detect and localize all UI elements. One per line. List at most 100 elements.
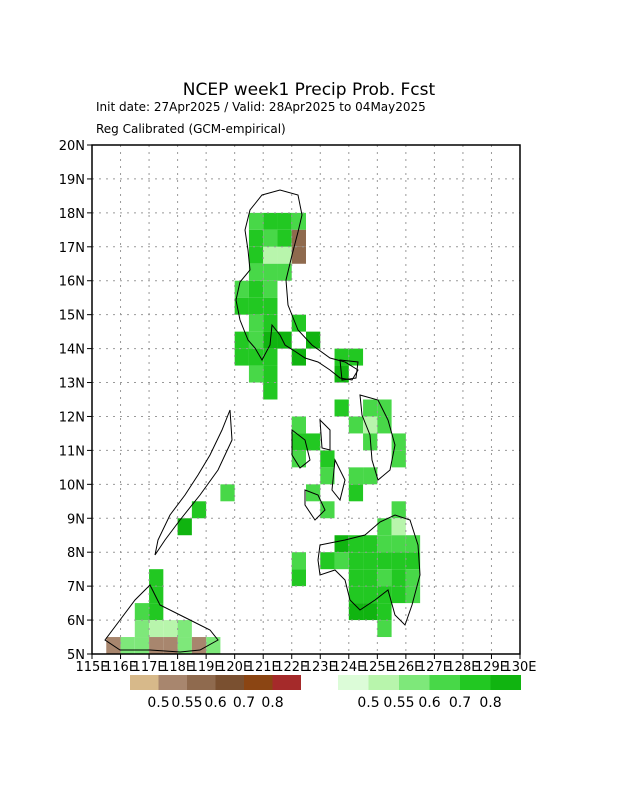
lat-tick-label: 14N	[59, 343, 85, 358]
colorbar-box	[158, 675, 187, 690]
title: NCEP week1 Precip Prob. Fcst	[183, 80, 436, 100]
lat-tick-label: 13N	[59, 377, 85, 392]
lat-tick-label: 6N	[67, 614, 85, 629]
prob-cell	[248, 348, 264, 366]
lon-tick-label: 119E	[190, 660, 223, 675]
prob-cell	[291, 348, 306, 366]
coastline	[104, 189, 421, 653]
lat-tick-label: 10N	[59, 478, 85, 493]
prob-cell	[277, 246, 292, 264]
frame	[91, 144, 521, 655]
prob-cell	[263, 280, 278, 298]
prob-cell	[320, 552, 335, 570]
subtitle: Init date: 27Apr2025 / Valid: 28Apr2025 …	[96, 100, 426, 114]
lon-tick-label: 130E	[503, 660, 536, 675]
prob-cell	[149, 637, 164, 654]
prob-cell	[134, 620, 150, 638]
lat-tick-label: 20N	[59, 139, 85, 154]
lon-tick-label: 120E	[218, 660, 251, 675]
colorbar-label: 0.55	[383, 695, 414, 711]
ticks: 115E116E117E118E119E120E121E122E123E124E…	[59, 139, 537, 675]
colorbar-box	[429, 675, 460, 690]
lat-tick-label: 8N	[67, 546, 85, 561]
prob-cell	[248, 314, 264, 332]
prob-cell	[391, 450, 406, 468]
prob-cell	[263, 297, 278, 315]
prob-cell	[163, 620, 178, 638]
grid	[91, 144, 521, 655]
prob-cell	[120, 637, 135, 654]
prob-cell	[263, 382, 278, 400]
prob-cell	[134, 603, 150, 621]
prob-cell	[206, 637, 221, 654]
prob-cell	[348, 416, 364, 434]
lon-tick-label: 128E	[446, 660, 479, 675]
prob-cell	[134, 637, 150, 654]
lat-tick-label: 17N	[59, 241, 85, 256]
prob-cell	[234, 348, 249, 366]
lat-tick-label: 11N	[59, 444, 85, 459]
prob-cell	[348, 552, 364, 570]
prob-cell	[391, 586, 406, 604]
lon-tick-label: 121E	[247, 660, 280, 675]
prob-cell	[291, 569, 306, 587]
colorbar-box	[130, 675, 159, 690]
prob-cell	[277, 331, 292, 349]
prob-cell	[363, 552, 378, 570]
prob-cell	[277, 212, 292, 230]
lon-tick-label: 117E	[133, 660, 166, 675]
colorbar-label: 0.5	[147, 695, 169, 711]
legend: 0.5 0.55 0.6 0.7 0.8 0.5 0.55 0.6 0.7 0.8	[130, 675, 521, 711]
lon-tick-label: 125E	[361, 660, 394, 675]
prob-cell	[363, 586, 378, 604]
prob-cell	[377, 399, 392, 417]
prob-cell	[277, 263, 292, 281]
lon-tick-label: 116E	[104, 660, 137, 675]
prob-cell	[320, 501, 335, 519]
prob-cell	[348, 569, 364, 587]
prob-cell	[234, 331, 249, 349]
prob-cell	[377, 620, 392, 638]
prob-cell	[291, 246, 306, 264]
prob-cell	[391, 569, 406, 587]
prob-cell	[291, 416, 306, 434]
prob-cell	[291, 450, 306, 468]
prob-cell	[348, 535, 364, 553]
prob-cell	[348, 603, 364, 621]
prob-cell	[149, 569, 164, 587]
prob-cell	[177, 620, 192, 638]
prob-cell	[377, 535, 392, 553]
prob-cell	[363, 535, 378, 553]
prob-cell	[306, 433, 321, 451]
lat-tick-label: 9N	[67, 512, 85, 527]
prob-cell	[248, 263, 264, 281]
colorbar-box	[399, 675, 430, 690]
prob-cell	[391, 535, 406, 553]
colorbar-label: 0.6	[204, 695, 226, 711]
prob-cell	[277, 229, 292, 247]
colorbar-box	[215, 675, 244, 690]
lon-tick-label: 124E	[332, 660, 365, 675]
prob-cell	[263, 263, 278, 281]
prob-cell	[363, 416, 378, 434]
colorbar-label: 0.8	[261, 695, 283, 711]
lat-tick-label: 15N	[59, 309, 85, 324]
prob-cell	[234, 280, 249, 298]
prob-cell	[263, 212, 278, 230]
prob-cell	[291, 433, 306, 451]
lon-tick-label: 127E	[418, 660, 451, 675]
colorbar-label: 0.7	[449, 695, 471, 711]
colorbar-label: 0.5	[357, 695, 379, 711]
lon-tick-label: 126E	[389, 660, 422, 675]
prob-cell	[334, 399, 349, 417]
colorbar-label: 0.8	[479, 695, 501, 711]
prob-cell	[363, 399, 378, 417]
prob-cell	[363, 569, 378, 587]
prob-cell	[320, 450, 335, 468]
prob-cell	[348, 484, 364, 502]
prob-cell	[377, 603, 392, 621]
prob-cell	[248, 331, 264, 349]
lat-tick-label: 12N	[59, 410, 85, 425]
prob-cell	[163, 637, 178, 654]
prob-cell	[377, 518, 392, 536]
